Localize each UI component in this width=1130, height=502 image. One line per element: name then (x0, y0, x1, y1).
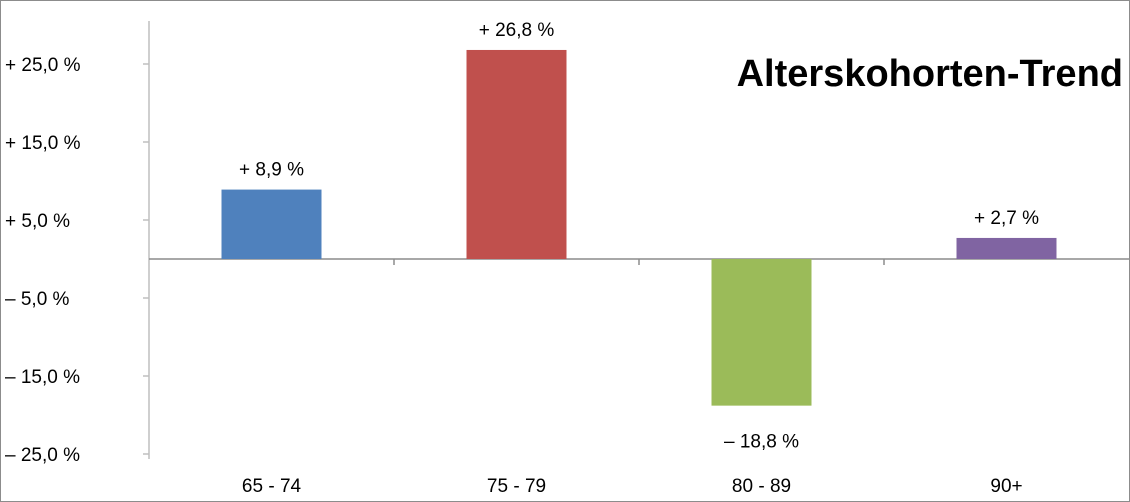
data-label: + 26,8 % (479, 20, 555, 41)
y-tick-label: + 5,0 % (5, 211, 70, 232)
bar (956, 237, 1057, 259)
bar (711, 259, 812, 406)
y-tick-label: – 5,0 % (5, 289, 70, 310)
x-category-label: 75 - 79 (487, 476, 546, 497)
x-axis: 65 - 74 75 - 79 80 - 89 90+ (149, 258, 1129, 497)
y-tick-label: – 15,0 % (5, 367, 80, 388)
x-category-label: 80 - 89 (732, 476, 791, 497)
data-label: + 2,7 % (974, 208, 1039, 229)
data-labels: + 8,9 % + 26,8 % – 18,8 % + 2,7 % (239, 20, 1039, 453)
y-tick-label: + 25,0 % (5, 55, 81, 76)
data-label: – 18,8 % (724, 432, 799, 453)
y-tick-label: – 25,0 % (5, 445, 80, 466)
bar (221, 189, 322, 259)
chart-title: Alterskohorten-Trend (737, 53, 1123, 95)
bars (221, 49, 1057, 406)
x-category-label: 90+ (990, 476, 1022, 497)
data-label: + 8,9 % (239, 160, 304, 181)
bar (466, 49, 567, 260)
y-axis: + 25,0 % + 15,0 % + 5,0 % – 5,0 % – 15,0 % – … (5, 21, 150, 466)
y-tick-label: + 15,0 % (5, 133, 81, 154)
x-category-label: 65 - 74 (242, 476, 302, 497)
